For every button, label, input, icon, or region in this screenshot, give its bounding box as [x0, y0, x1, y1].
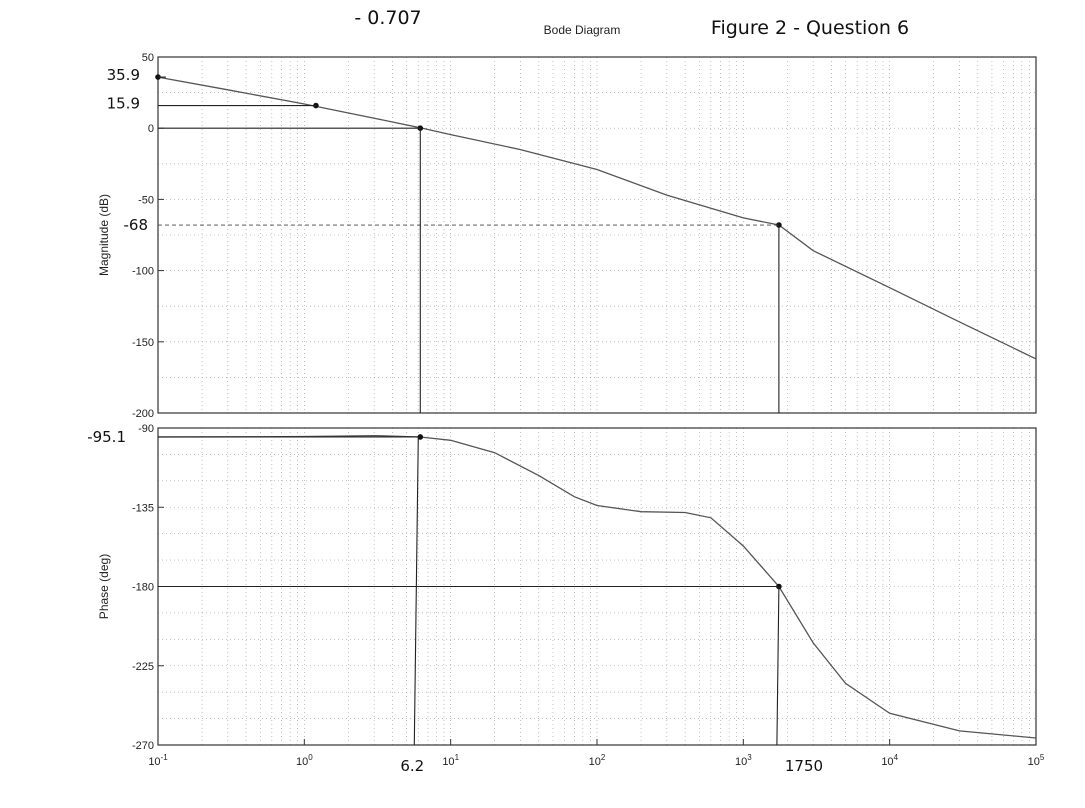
chart-title: Bode Diagram: [544, 23, 621, 37]
magnitude-curve: [157, 76, 1037, 360]
y-tick-label: -90: [138, 423, 154, 435]
x-tick-label: 104: [881, 753, 898, 768]
phase-panel: -90 -135 -180 -225 -270 Phase (deg) 10-1 100 101…: [97, 423, 1045, 768]
y-tick-label: -200: [132, 408, 154, 420]
magnitude-axes-frame: [157, 56, 1037, 414]
top-note: - 0.707: [354, 7, 421, 29]
hand-label-35-9: 35.9: [107, 66, 140, 84]
y-tick-label: -270: [132, 740, 154, 752]
y-tick-label: -50: [138, 194, 154, 206]
x-tick-label: 103: [735, 753, 752, 768]
hand-label-15-9: 15.9: [107, 95, 140, 113]
marked-point: [313, 102, 319, 109]
phase-curve: [157, 434, 1037, 739]
construction-lines: 35.9 15.9 -68 -95.1 6.2 1750: [87, 66, 823, 775]
x-tick-label: 105: [1028, 753, 1045, 768]
y-tick-label: -150: [132, 337, 154, 349]
figure-label: Figure 2 - Question 6: [711, 17, 909, 39]
magnitude-panel: 50 0 -50 -100 -150 -200 Magnitude (dB): [97, 52, 1037, 420]
hand-label-minus-95-1: -95.1: [87, 428, 126, 446]
y-tick-label: 0: [148, 123, 154, 135]
y-tick-label: -135: [132, 502, 154, 514]
x-tick-label: 100: [296, 753, 313, 768]
x-tick-label: 10-1: [148, 753, 168, 768]
y-tick-label: -180: [132, 582, 154, 594]
ref-vertical-6-2-phase: [413, 436, 419, 746]
x-tick-label: 101: [442, 753, 459, 768]
marked-point: [417, 434, 424, 440]
hand-label-minus-68: -68: [124, 216, 149, 234]
hand-x-label: 1750: [785, 757, 823, 775]
magnitude-y-axis-label: Magnitude (dB): [97, 194, 111, 276]
phase-y-axis-label: Phase (deg): [97, 554, 111, 619]
y-tick-label: -100: [132, 266, 154, 278]
x-tick-label: 102: [589, 753, 606, 768]
ref-vertical-1750-phase: [776, 586, 780, 746]
y-tick-label: 50: [142, 52, 154, 64]
hand-x-label: 6.2: [400, 757, 424, 775]
y-tick-label: -225: [132, 661, 154, 673]
